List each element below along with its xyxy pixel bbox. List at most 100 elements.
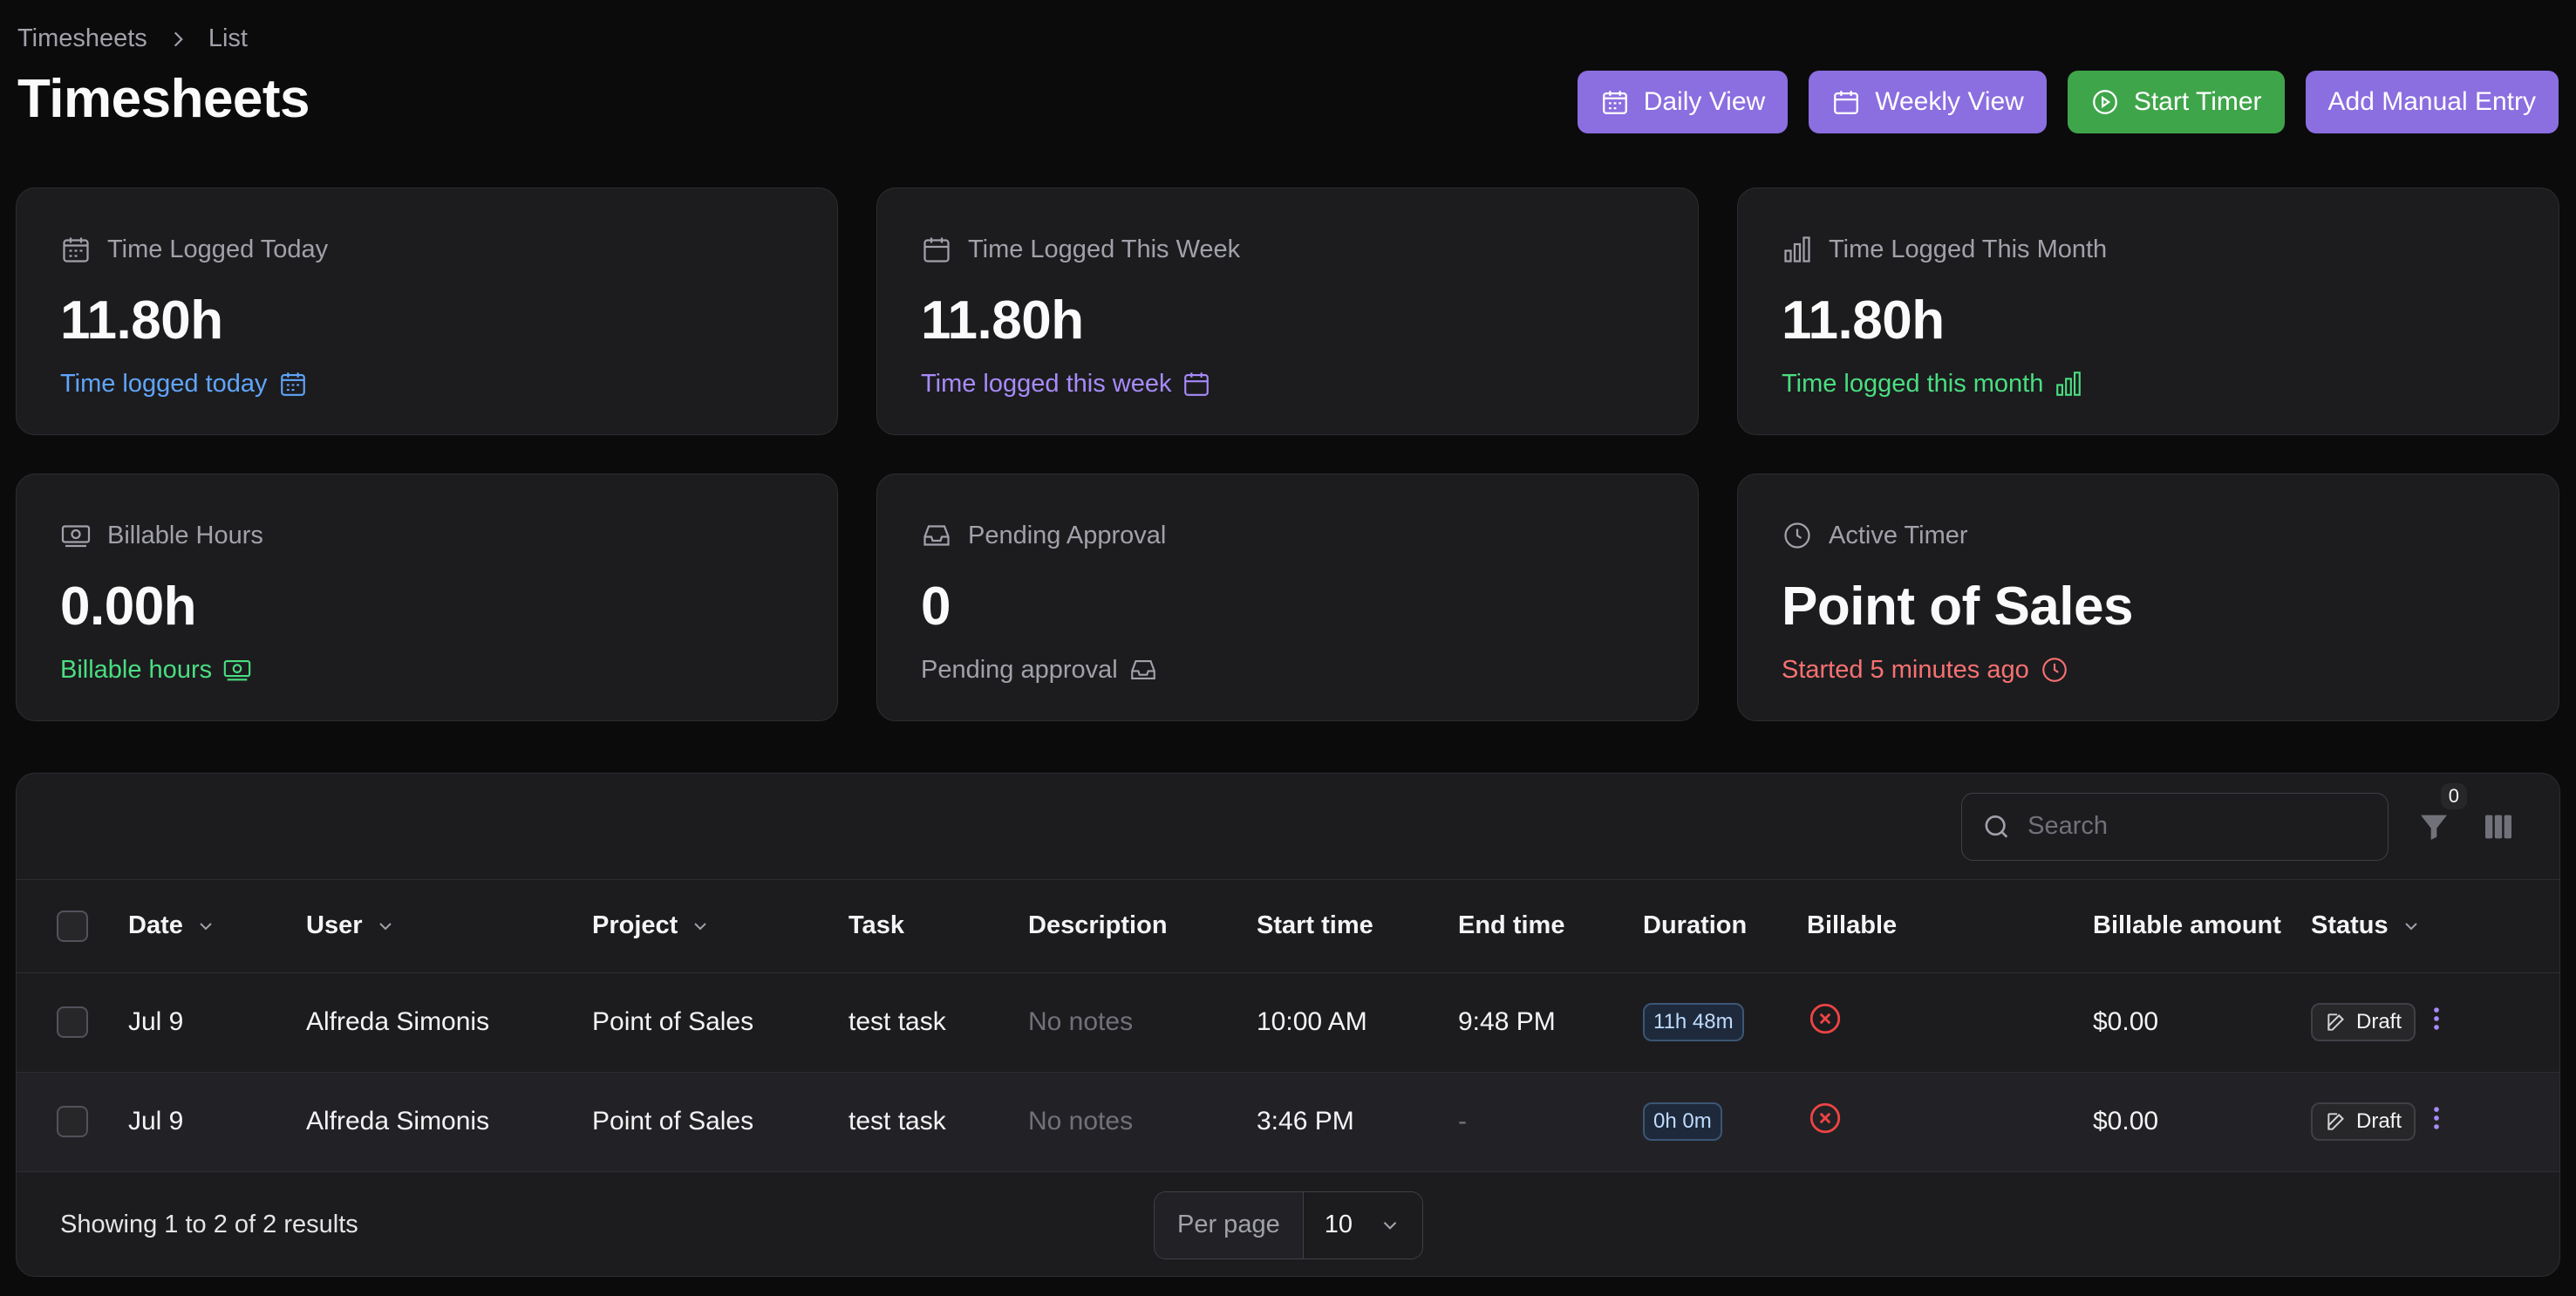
column-description: Description xyxy=(1028,911,1168,940)
cell-project: Point of Sales xyxy=(592,1107,754,1136)
page-title: Timesheets xyxy=(17,69,310,129)
duration-badge: 0h 0m xyxy=(1643,1102,1722,1141)
table-toolbar: 0 xyxy=(17,774,2559,880)
column-date[interactable]: Date xyxy=(128,880,306,972)
row-actions-menu-icon[interactable] xyxy=(2422,1107,2451,1139)
chevron-down-icon xyxy=(200,923,212,931)
inbox-icon xyxy=(1130,660,1155,679)
clock-icon xyxy=(1784,522,1810,549)
cell-user: Alfreda Simonis xyxy=(306,1007,490,1036)
stat-label: Billable Hours xyxy=(107,521,263,549)
table-footer: Showing 1 to 2 of 2 results Per page 10 xyxy=(17,1172,2559,1277)
stat-card-pending: Pending Approval 0 Pending approval xyxy=(876,474,1699,721)
row-checkbox[interactable] xyxy=(57,1006,88,1039)
clock-icon xyxy=(2041,658,2067,682)
table-row[interactable]: Jul 9 Alfreda Simonis Point of Sales tes… xyxy=(17,972,2559,1072)
calendar-icon xyxy=(923,237,950,263)
stat-description: Time logged today xyxy=(60,369,268,398)
cell-start-time: 10:00 AM xyxy=(1257,1007,1367,1036)
calendar-days-icon xyxy=(63,237,89,263)
cell-project: Point of Sales xyxy=(592,1007,754,1036)
stat-value: 0.00h xyxy=(60,576,197,637)
calendar-days-icon xyxy=(1602,91,1627,114)
column-billable: Billable xyxy=(1807,911,1898,940)
cell-billable-amount: $0.00 xyxy=(2093,1107,2159,1136)
per-page-label: Per page xyxy=(1155,1191,1304,1258)
column-project[interactable]: Project xyxy=(592,880,848,972)
weekly-view-label: Weekly View xyxy=(1875,87,2024,116)
cell-description: No notes xyxy=(1028,1107,1134,1136)
stat-label: Pending Approval xyxy=(968,521,1167,549)
stat-value: 11.80h xyxy=(921,290,1084,351)
stat-label: Time Logged This Month xyxy=(1829,235,2108,263)
stat-card-month: Time Logged This Month 11.80h Time logge… xyxy=(1737,188,2559,435)
cell-start-time: 3:46 PM xyxy=(1257,1107,1354,1136)
results-summary: Showing 1 to 2 of 2 results xyxy=(60,1211,358,1238)
stat-description: Started 5 minutes ago xyxy=(1782,655,2029,684)
add-manual-entry-button[interactable]: Add Manual Entry xyxy=(2305,71,2559,133)
duration-badge: 11h 48m xyxy=(1643,1003,1744,1041)
breadcrumb: Timesheets List xyxy=(17,24,248,53)
status-badge: Draft xyxy=(2311,1003,2416,1041)
pencil-square-icon xyxy=(2327,1013,2344,1031)
stat-card-active-timer: Active Timer Point of Sales Started 5 mi… xyxy=(1737,474,2559,721)
play-circle-icon xyxy=(2092,90,2117,114)
cell-description: No notes xyxy=(1028,1007,1134,1036)
table-row[interactable]: Jul 9 Alfreda Simonis Point of Sales tes… xyxy=(17,1072,2559,1171)
view-columns-icon xyxy=(2485,815,2511,838)
column-task: Task xyxy=(848,911,904,940)
per-page-control: Per page 10 xyxy=(1154,1190,1423,1259)
search-icon xyxy=(1985,815,2008,838)
select-all-checkbox[interactable] xyxy=(57,910,88,942)
columns-toggle-button[interactable] xyxy=(2479,808,2518,846)
column-user[interactable]: User xyxy=(306,880,592,972)
timesheets-table: Date User Project Task Description Start… xyxy=(17,880,2559,1172)
pencil-square-icon xyxy=(2327,1113,2344,1130)
status-badge: Draft xyxy=(2311,1102,2416,1141)
daily-view-button[interactable]: Daily View xyxy=(1577,71,1789,133)
calendar-icon xyxy=(1184,372,1210,396)
stat-description: Pending approval xyxy=(921,655,1118,684)
column-start-time: Start time xyxy=(1257,911,1373,940)
per-page-select[interactable]: 10 xyxy=(1303,1191,1422,1258)
stats-grid: Time Logged Today 11.80h Time logged tod… xyxy=(16,188,2560,721)
search-input[interactable] xyxy=(2027,812,2368,841)
row-actions-menu-icon[interactable] xyxy=(2422,1007,2451,1040)
bar-chart-icon xyxy=(1784,236,1810,263)
stat-value: 11.80h xyxy=(1782,290,1945,351)
breadcrumb-list: List xyxy=(208,24,248,52)
stat-description: Time logged this week xyxy=(921,369,1172,398)
filter-button[interactable]: 0 xyxy=(2415,782,2467,846)
column-duration: Duration xyxy=(1643,911,1748,940)
chevron-down-icon xyxy=(1383,1221,1396,1230)
cell-end-time: 9:48 PM xyxy=(1458,1007,1556,1036)
x-circle-icon xyxy=(1807,1102,1843,1143)
header-actions: Daily View Weekly View Start Timer Add M… xyxy=(1577,71,2559,133)
column-status[interactable]: Status xyxy=(2311,880,2422,972)
cell-task: test task xyxy=(848,1107,946,1136)
table-header-row: Date User Project Task Description Start… xyxy=(17,880,2559,972)
cell-date: Jul 9 xyxy=(128,1107,184,1136)
chevron-right-icon xyxy=(167,28,189,51)
stat-label: Time Logged Today xyxy=(107,235,329,263)
stat-description: Billable hours xyxy=(60,655,213,684)
funnel-icon xyxy=(2421,815,2447,840)
breadcrumb-timesheets[interactable]: Timesheets xyxy=(17,24,147,52)
stat-card-week: Time Logged This Week 11.80h Time logged… xyxy=(876,188,1699,435)
weekly-view-button[interactable]: Weekly View xyxy=(1809,71,2047,133)
chevron-down-icon xyxy=(2404,923,2417,931)
calendar-days-icon xyxy=(280,372,305,396)
filter-count-badge: 0 xyxy=(2440,782,2467,809)
stat-label: Active Timer xyxy=(1829,521,1968,549)
stat-value: Point of Sales xyxy=(1782,576,2133,637)
chevron-down-icon xyxy=(694,923,707,931)
stat-value: 11.80h xyxy=(60,290,223,351)
banknotes-icon xyxy=(223,660,251,681)
calendar-icon xyxy=(1834,91,1859,114)
inbox-icon xyxy=(923,525,950,546)
start-timer-button[interactable]: Start Timer xyxy=(2067,71,2285,133)
cell-end-time: - xyxy=(1458,1107,1467,1136)
stat-card-billable: Billable Hours 0.00h Billable hours xyxy=(16,474,838,721)
row-checkbox[interactable] xyxy=(57,1106,88,1138)
